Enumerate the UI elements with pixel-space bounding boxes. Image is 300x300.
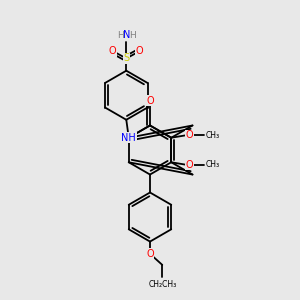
Text: N: N (123, 29, 130, 40)
Text: O: O (109, 46, 117, 56)
Text: NH: NH (122, 133, 136, 143)
Text: O: O (136, 46, 144, 56)
Text: H: H (117, 31, 124, 40)
Text: O: O (146, 249, 154, 259)
Text: H: H (129, 31, 136, 40)
Text: CH₃: CH₃ (206, 131, 220, 140)
Text: S: S (123, 53, 129, 63)
Text: O: O (146, 96, 154, 106)
Text: CH₃: CH₃ (206, 160, 220, 169)
Text: CH₂CH₃: CH₂CH₃ (148, 280, 176, 289)
Text: O: O (186, 130, 194, 140)
Text: O: O (186, 160, 194, 170)
